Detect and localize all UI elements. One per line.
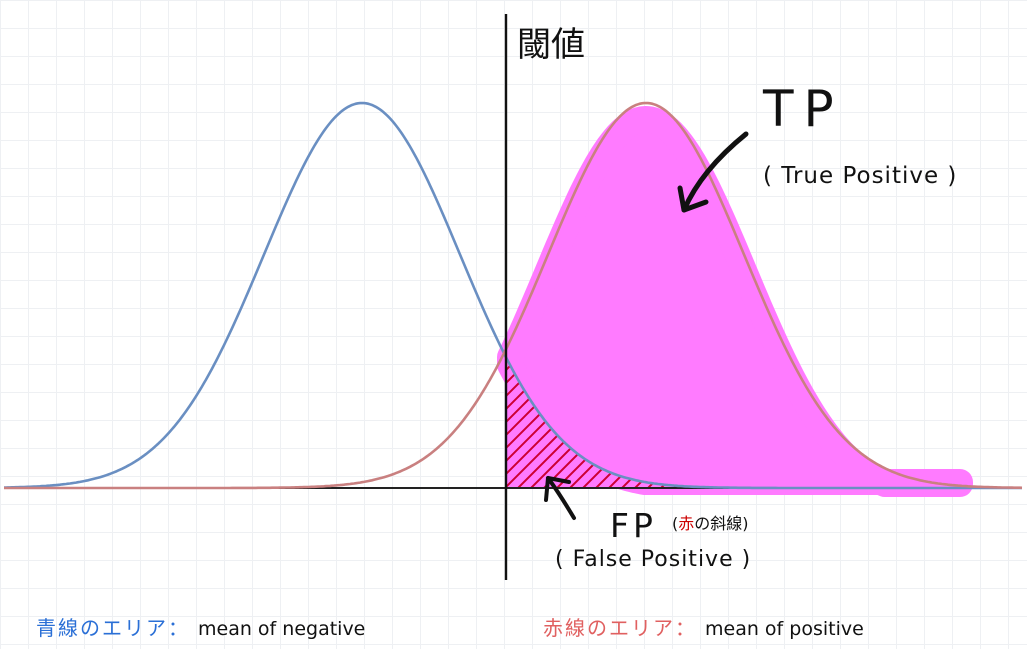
positive-distribution-curve	[4, 101, 1023, 490]
true-positive-area	[497, 106, 973, 497]
legend-positive-text: mean of positive	[705, 618, 864, 640]
legend-positive-area: 赤線のエリア：	[543, 616, 697, 640]
fp-note-close: )	[742, 514, 748, 533]
legend-positive: 赤線のエリア： mean of positive	[543, 612, 864, 641]
fp-hatch-stroke	[506, 357, 519, 488]
legend-negative-text: mean of negative	[198, 618, 366, 640]
negative-distribution-curve	[4, 101, 1022, 490]
arrow-to-tp-icon	[677, 131, 749, 213]
tp-label: TP	[762, 80, 844, 138]
fp-hatch-stroke	[319, 332, 479, 492]
fp-note-red: 赤	[678, 514, 694, 533]
fp-note: (赤の斜線)	[672, 514, 749, 533]
fp-hatch-stroke	[306, 332, 466, 492]
threshold-label: 閾値	[517, 25, 585, 65]
fp-sublabel: ( False Positive )	[555, 547, 751, 572]
legend-negative-area: 青線のエリア：	[36, 616, 190, 640]
arrow-to-fp-icon	[544, 476, 576, 520]
legend-negative: 青線のエリア： mean of negative	[36, 612, 365, 641]
fp-note-open: (	[672, 514, 678, 533]
fp-hatch-stroke	[345, 332, 505, 492]
fp-label: FP	[610, 506, 657, 545]
tp-sublabel: ( True Positive )	[763, 163, 957, 189]
fp-note-rest: の斜線	[694, 514, 742, 533]
